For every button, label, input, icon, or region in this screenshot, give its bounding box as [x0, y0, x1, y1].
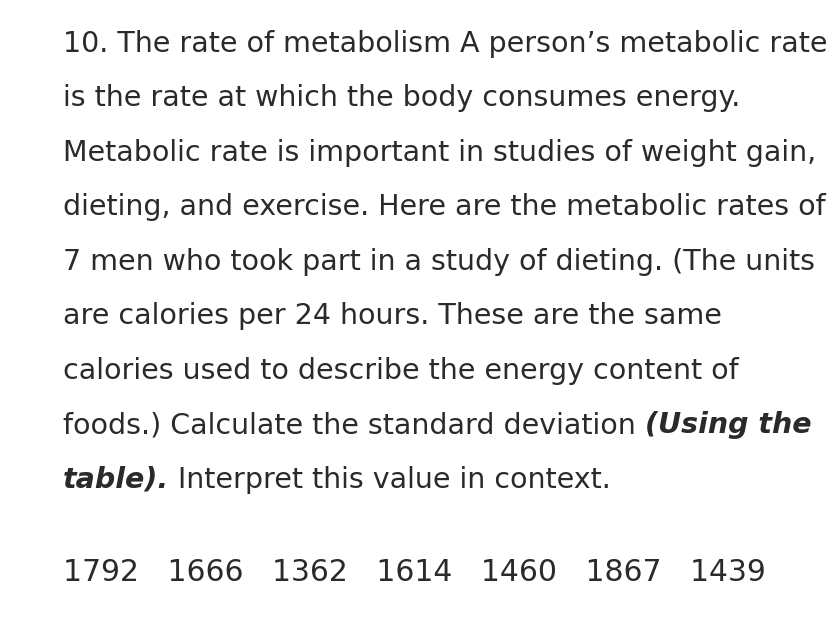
- Text: foods.) Calculate the standard deviation: foods.) Calculate the standard deviation: [63, 411, 645, 440]
- Text: 1792   1666   1362   1614   1460   1867   1439: 1792 1666 1362 1614 1460 1867 1439: [63, 558, 766, 588]
- Text: calories used to describe the energy content of: calories used to describe the energy con…: [63, 357, 739, 385]
- Text: 10. The rate of metabolism A person’s metabolic rate: 10. The rate of metabolism A person’s me…: [63, 30, 827, 58]
- Text: are calories per 24 hours. These are the same: are calories per 24 hours. These are the…: [63, 303, 722, 330]
- Text: table).: table).: [63, 466, 170, 494]
- Text: Metabolic rate is important in studies of weight gain,: Metabolic rate is important in studies o…: [63, 139, 816, 167]
- Text: (Using the: (Using the: [645, 411, 811, 440]
- Text: Interpret this value in context.: Interpret this value in context.: [170, 466, 611, 494]
- Text: is the rate at which the body consumes energy.: is the rate at which the body consumes e…: [63, 85, 740, 112]
- Text: dieting, and exercise. Here are the metabolic rates of: dieting, and exercise. Here are the meta…: [63, 193, 825, 222]
- Text: 7 men who took part in a study of dieting. (The units: 7 men who took part in a study of dietin…: [63, 248, 815, 276]
